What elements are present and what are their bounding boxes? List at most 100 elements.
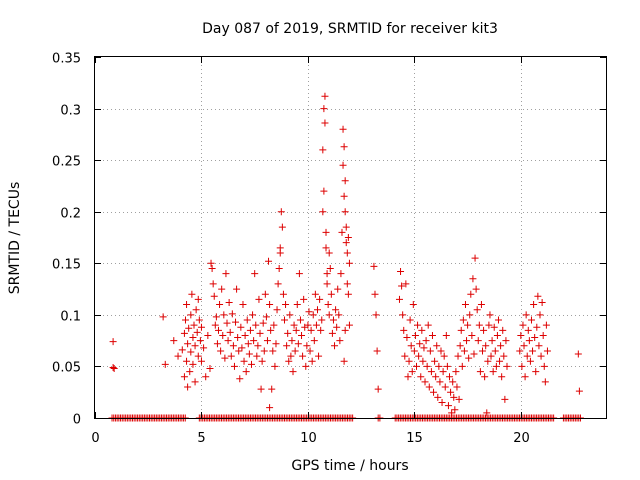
data-point: [523, 352, 531, 360]
data-point: [272, 340, 280, 348]
data-point: [344, 234, 352, 241]
data-point: [397, 268, 405, 276]
data-point: [213, 340, 221, 348]
data-point: [451, 406, 459, 414]
data-point: [518, 362, 526, 370]
data-point: [404, 373, 412, 381]
data-point: [276, 244, 284, 252]
data-point: [245, 350, 253, 358]
data-point: [109, 338, 117, 346]
data-point: [440, 352, 448, 360]
data-point: [473, 306, 481, 314]
data-point: [498, 373, 506, 381]
data-point: [501, 395, 509, 403]
data-point: [293, 301, 301, 309]
data-point: [312, 321, 320, 329]
data-point: [537, 352, 545, 360]
data-point: [278, 223, 286, 231]
data-point: [280, 316, 288, 324]
data-point: [454, 352, 462, 360]
data-point: [422, 337, 430, 345]
data-point: [218, 285, 226, 293]
data-point: [340, 192, 348, 200]
data-point: [407, 342, 415, 350]
data-point: [371, 290, 379, 298]
data-point: [488, 337, 496, 345]
data-point: [315, 352, 323, 360]
data-point: [194, 352, 202, 360]
data-point: [320, 105, 328, 113]
data-point: [328, 329, 336, 337]
y-tick-label: 0.3: [60, 104, 81, 119]
data-point: [539, 331, 547, 339]
data-point: [341, 326, 349, 334]
data-point: [401, 352, 409, 360]
data-point: [493, 331, 501, 339]
data-point: [228, 310, 236, 318]
data-point: [543, 347, 551, 355]
data-point: [574, 350, 582, 358]
data-point: [269, 347, 277, 355]
data-point: [520, 342, 528, 350]
data-point: [345, 259, 353, 267]
data-point: [319, 146, 327, 154]
data-point: [184, 340, 192, 348]
data-point: [461, 301, 469, 309]
data-point: [434, 393, 442, 401]
data-point: [411, 331, 419, 339]
data-point: [432, 373, 440, 381]
data-point: [575, 387, 583, 395]
data-point: [490, 323, 498, 331]
data-point: [536, 311, 544, 319]
data-point: [110, 364, 118, 372]
data-point: [327, 290, 335, 298]
y-tick-label: 0.15: [52, 258, 81, 273]
data-point: [469, 275, 477, 283]
data-point: [196, 337, 204, 345]
data-point: [340, 143, 348, 151]
data-point: [240, 357, 248, 365]
data-point: [319, 208, 327, 216]
data-point: [417, 373, 425, 381]
data-point: [476, 368, 484, 376]
data-point: [317, 326, 325, 334]
data-point: [161, 360, 169, 368]
data-point: [273, 306, 281, 314]
data-point: [244, 340, 252, 348]
data-point: [260, 347, 268, 355]
data-point: [210, 292, 218, 300]
data-point: [292, 326, 300, 334]
data-point: [323, 280, 331, 288]
data-point: [188, 290, 196, 298]
data-point: [471, 254, 479, 262]
data-point: [450, 393, 458, 401]
data-point: [527, 316, 535, 324]
data-point: [184, 383, 192, 391]
data-point: [239, 301, 247, 309]
data-point: [320, 187, 328, 195]
data-point: [481, 373, 489, 381]
data-point: [252, 321, 260, 329]
data-point: [480, 326, 488, 334]
data-point: [465, 354, 473, 362]
data-point: [374, 385, 382, 393]
data-point: [235, 347, 243, 355]
data-point: [287, 352, 295, 360]
data-point: [237, 323, 245, 331]
data-point: [433, 342, 441, 350]
data-point: [296, 316, 304, 324]
data-point: [333, 323, 341, 331]
data-point: [194, 295, 202, 303]
data-point: [452, 368, 460, 376]
data-point: [339, 161, 347, 169]
data-point: [229, 342, 237, 350]
data-point: [291, 347, 299, 355]
data-point: [453, 383, 461, 391]
data-point: [395, 295, 403, 303]
data-point: [342, 223, 350, 231]
data-point: [403, 334, 411, 342]
data-point: [256, 329, 264, 337]
data-point: [197, 357, 205, 365]
data-point: [313, 306, 321, 314]
data-point: [372, 311, 380, 319]
